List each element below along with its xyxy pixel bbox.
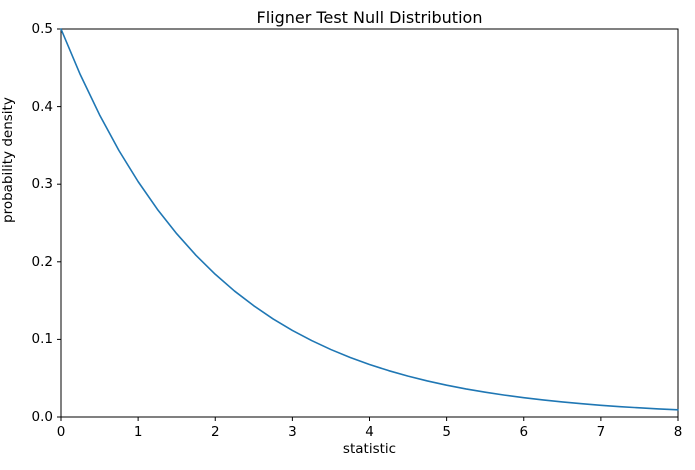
x-tick-label: 5 xyxy=(442,424,451,440)
y-tick-label: 0.1 xyxy=(31,331,53,348)
x-tick-label: 4 xyxy=(365,424,374,440)
x-tick-label: 2 xyxy=(210,424,220,440)
x-tick-label: 3 xyxy=(288,424,297,440)
x-axis-label: statistic xyxy=(342,441,397,457)
y-tick-label: 0.2 xyxy=(31,253,53,270)
x-tick-label: 8 xyxy=(673,424,683,440)
y-tick-label: 0.4 xyxy=(31,98,53,115)
pdf-curve xyxy=(60,28,679,411)
chart-title: Fligner Test Null Distribution xyxy=(256,8,483,27)
y-tick-label: 0.3 xyxy=(31,176,53,193)
x-tick-label: 6 xyxy=(519,424,529,440)
x-tick-label: 7 xyxy=(596,424,606,440)
y-tick-label: 0.5 xyxy=(31,21,53,37)
plot-area xyxy=(60,28,679,418)
x-tick-label: 0 xyxy=(56,424,66,440)
y-tick-label: 0.0 xyxy=(31,409,53,425)
x-tick-label: 1 xyxy=(133,424,143,440)
